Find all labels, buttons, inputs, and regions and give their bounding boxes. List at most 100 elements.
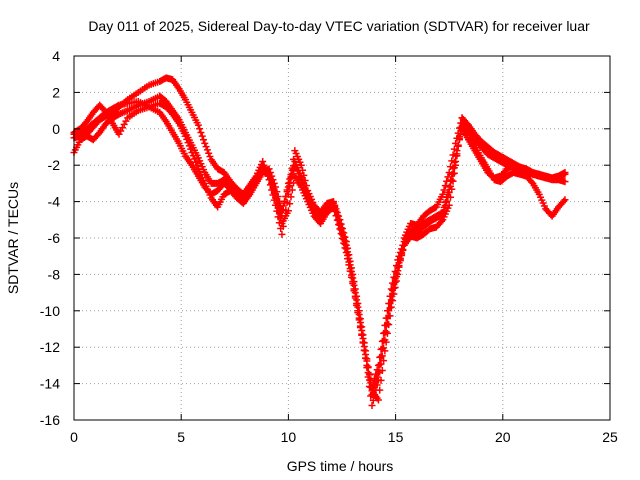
data-point	[338, 231, 346, 239]
data-point	[446, 182, 454, 190]
data-point	[382, 328, 390, 336]
data-point	[192, 158, 200, 166]
data-point	[454, 142, 462, 150]
gridlines	[74, 56, 610, 420]
data-point	[387, 296, 395, 304]
y-tick-label: -10	[40, 303, 60, 319]
data-point	[362, 354, 370, 362]
data-point	[453, 150, 461, 158]
data-point	[350, 285, 358, 293]
data-point	[203, 146, 211, 154]
data-point	[450, 164, 458, 172]
data-point	[193, 162, 201, 170]
y-tick-label: 4	[52, 48, 60, 64]
data-point	[374, 376, 382, 384]
data-point	[439, 210, 447, 218]
data-point	[287, 174, 295, 182]
data-point	[332, 207, 340, 215]
y-tick-label: -4	[48, 194, 61, 210]
data-point	[187, 145, 195, 153]
data-point	[336, 221, 344, 229]
x-tick-label: 5	[177, 429, 185, 445]
data-point	[346, 265, 354, 273]
data-point	[355, 314, 363, 322]
data-point	[266, 168, 274, 176]
data-point	[196, 125, 204, 133]
x-tick-label: 0	[70, 429, 78, 445]
y-tick-label: 0	[52, 121, 60, 137]
data-point	[373, 381, 381, 389]
data-point	[441, 202, 449, 210]
data-point	[183, 135, 191, 143]
data-point	[440, 186, 448, 194]
data-point	[189, 152, 197, 160]
data-point	[381, 336, 389, 344]
data-point	[282, 193, 290, 201]
data-point	[371, 391, 379, 399]
data-point	[201, 139, 209, 147]
x-tick-label: 25	[602, 429, 618, 445]
data-point	[394, 267, 402, 275]
data-point	[389, 290, 397, 298]
data-point	[440, 206, 448, 214]
y-tick-label: 2	[52, 84, 60, 100]
data-point	[272, 183, 280, 191]
data-point	[399, 246, 407, 254]
x-tick-label: 15	[388, 429, 404, 445]
x-tick-label: 20	[495, 429, 511, 445]
x-axis-label: GPS time / hours	[287, 458, 394, 474]
data-point	[199, 136, 207, 144]
axis-ticks	[73, 55, 611, 421]
data-point	[561, 196, 569, 204]
data-point	[449, 170, 457, 178]
y-axis-label: SDTVAR / TECUs	[5, 182, 21, 294]
data-markers	[70, 74, 569, 409]
data-point	[278, 230, 286, 238]
data-point	[398, 245, 406, 253]
data-point	[396, 257, 404, 265]
data-point	[341, 240, 349, 248]
data-point	[443, 197, 451, 205]
data-point	[279, 222, 287, 230]
data-point	[205, 149, 213, 157]
data-point	[265, 165, 273, 173]
data-point	[380, 344, 388, 352]
y-tick-label: -12	[40, 339, 60, 355]
data-point	[269, 176, 277, 184]
data-point	[281, 197, 289, 205]
data-point	[202, 143, 210, 151]
data-point	[455, 135, 463, 143]
data-point	[391, 278, 399, 286]
data-point	[206, 152, 214, 160]
data-point	[358, 330, 366, 338]
data-point	[278, 207, 286, 215]
data-point	[390, 284, 398, 292]
y-tick-label: -16	[40, 412, 60, 428]
data-point	[344, 251, 352, 259]
data-point	[337, 226, 345, 234]
data-point	[365, 383, 373, 391]
data-point	[345, 258, 353, 266]
data-point	[347, 271, 355, 279]
data-point	[286, 179, 294, 187]
data-point	[369, 379, 377, 387]
y-tick-label: -2	[48, 157, 61, 173]
data-point	[351, 292, 359, 300]
data-point	[439, 190, 447, 198]
data-point	[274, 193, 282, 201]
data-point	[386, 304, 394, 312]
x-tick-label: 10	[281, 429, 297, 445]
data-point	[268, 172, 276, 180]
data-point	[333, 212, 341, 220]
y-tick-label: -14	[40, 376, 60, 392]
data-point	[377, 360, 385, 368]
data-point	[398, 251, 406, 259]
data-point	[385, 312, 393, 320]
data-point	[372, 370, 380, 378]
data-point	[342, 245, 350, 253]
data-point	[444, 173, 452, 181]
data-point	[356, 322, 364, 330]
data-point	[561, 168, 569, 176]
